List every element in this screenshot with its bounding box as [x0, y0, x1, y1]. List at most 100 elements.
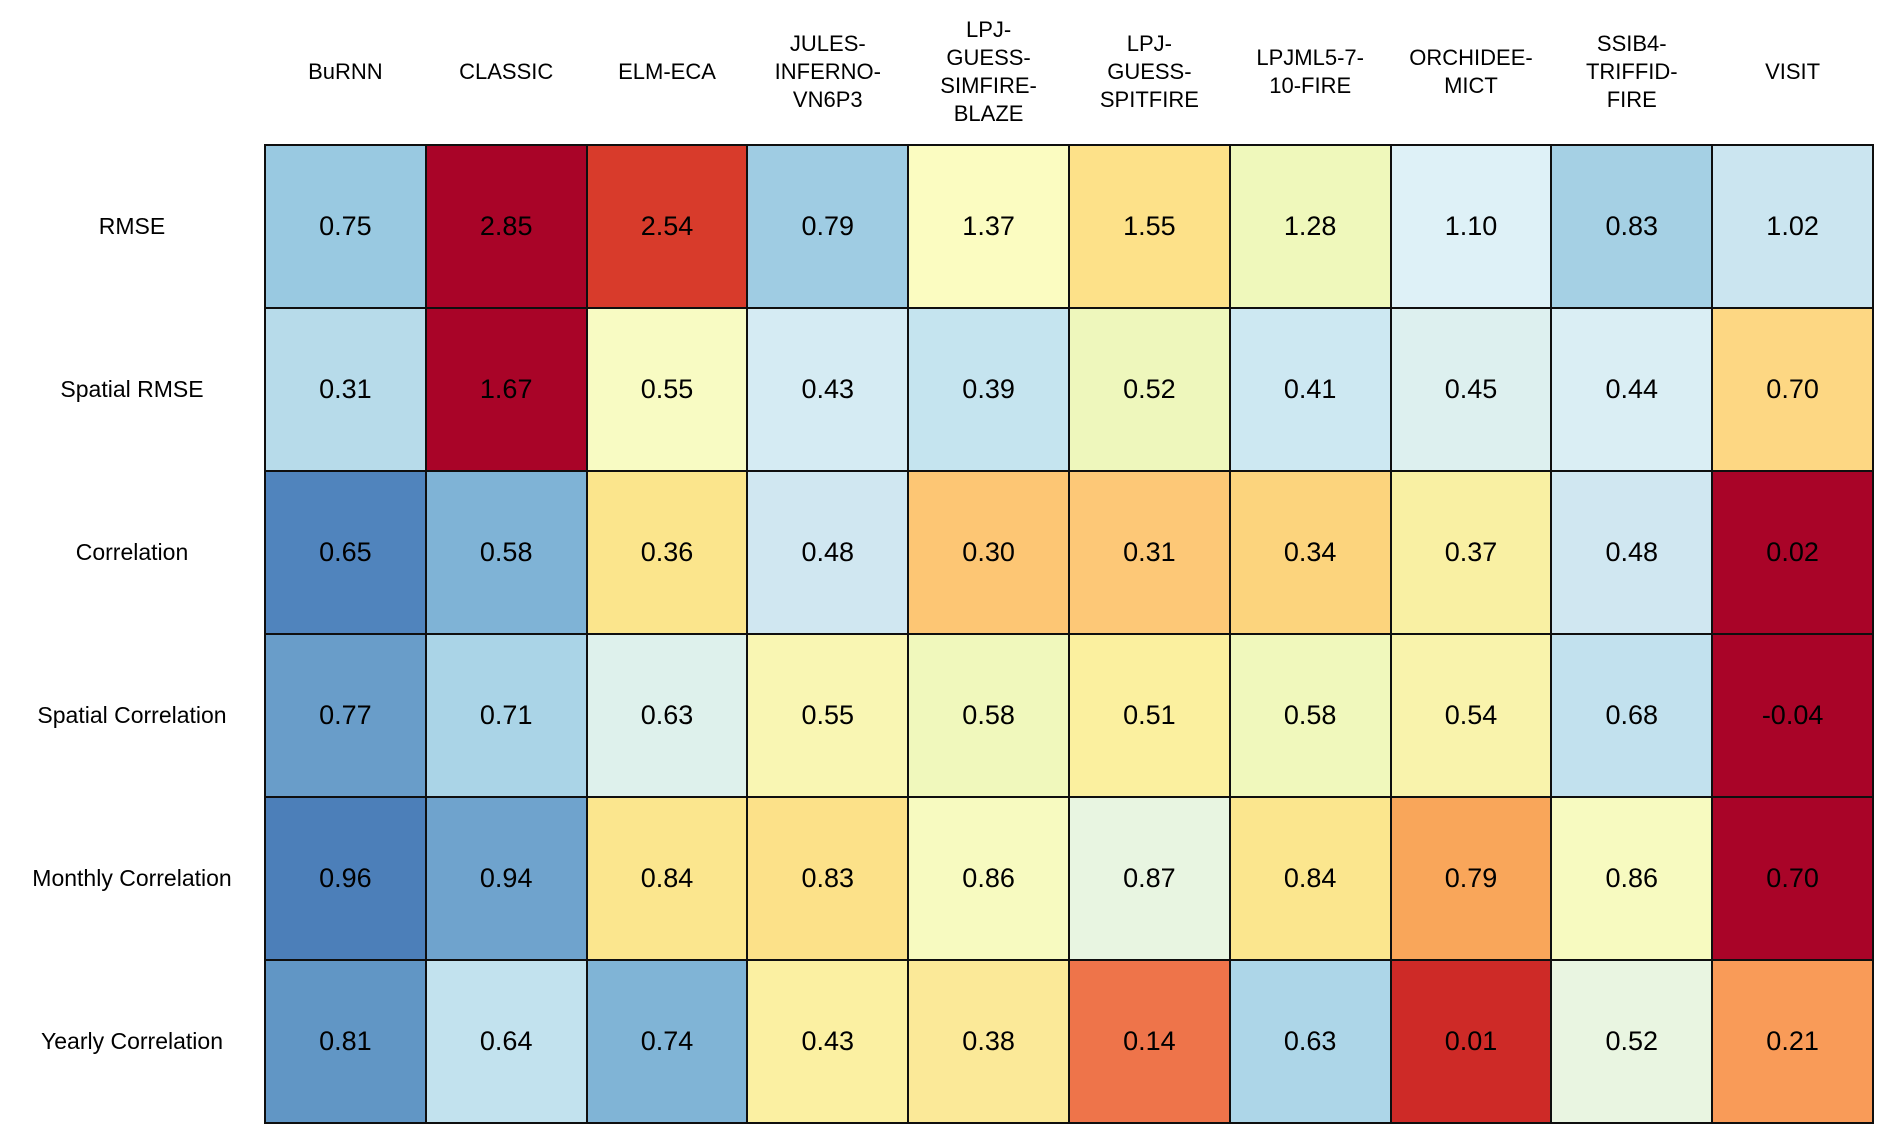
heatmap-cell: 0.14 — [1067, 959, 1231, 1124]
heatmap-cell: 1.28 — [1228, 144, 1392, 309]
column-header-line: SIMFIRE- — [940, 73, 1037, 98]
heatmap-cell: 0.01 — [1389, 959, 1553, 1124]
heatmap-cell: 0.96 — [264, 796, 427, 961]
heatmap-cell: 0.55 — [585, 307, 749, 472]
column-header-line: LPJML5-7- — [1256, 45, 1364, 71]
column-header-line: INFERNO- — [774, 59, 881, 85]
heatmap-cell: 0.31 — [264, 307, 427, 472]
heatmap-cell: 0.87 — [1067, 796, 1231, 961]
column-header-line: CLASSIC — [459, 59, 554, 85]
heatmap-cell: 0.34 — [1228, 470, 1392, 635]
column-header-line: GUESS- — [946, 45, 1031, 71]
heatmap-cell: 0.74 — [585, 959, 749, 1124]
heatmap-cell: -0.04 — [1711, 633, 1874, 798]
column-header-line: GUESS- — [1107, 59, 1192, 85]
column-header-lpj-guess-spitfire: LPJ- GUESS- SPITFIRE — [1068, 0, 1230, 145]
heatmap-cell: 1.55 — [1067, 144, 1231, 309]
heatmap-cell: 0.63 — [1228, 959, 1392, 1124]
heatmap-cell: 0.65 — [264, 470, 427, 635]
heatmap-cell: 0.86 — [1550, 796, 1714, 961]
column-header-visit: VISIT — [1712, 0, 1873, 145]
heatmap-cell: 0.58 — [1228, 633, 1392, 798]
heatmap-cell: 0.75 — [264, 144, 427, 309]
heatmap-cell: 0.63 — [585, 633, 749, 798]
heatmap-cell: 0.43 — [746, 959, 910, 1124]
row-label-correlation: Correlation — [0, 471, 265, 634]
heatmap-cell: 0.58 — [907, 633, 1070, 798]
heatmap-body: RMSE 0.75 2.85 2.54 0.79 1.37 1.55 1.28 1.10 0.83… — [0, 144, 1874, 1124]
heatmap-cell: 0.81 — [264, 959, 427, 1124]
column-header-classic: CLASSIC — [425, 0, 587, 145]
heatmap-cell: 0.43 — [746, 307, 910, 472]
row-label-rmse: RMSE — [0, 145, 265, 308]
heatmap-cell: 0.52 — [1067, 307, 1231, 472]
heatmap-row: Yearly Correlation 0.81 0.64 0.74 0.43 0.38 0.… — [0, 959, 1874, 1124]
column-header-line: LPJ- — [1126, 31, 1172, 57]
heatmap-cell: 0.68 — [1550, 633, 1714, 798]
column-header-orchidee-mict: ORCHIDEE- MICT — [1390, 0, 1552, 145]
heatmap-cell: 0.30 — [907, 470, 1070, 635]
heatmap-row: RMSE 0.75 2.85 2.54 0.79 1.37 1.55 1.28 1.10 0.83… — [0, 144, 1874, 309]
heatmap-cell: 0.55 — [746, 633, 910, 798]
heatmap-cell: 1.10 — [1389, 144, 1553, 309]
column-header-ssib4-triffid-fire: SSIB4- TRIFFID- FIRE — [1551, 0, 1713, 145]
column-header-line: SPITFIRE — [1099, 86, 1199, 112]
row-label-spatial-rmse: Spatial RMSE — [0, 308, 265, 471]
column-header-line: VISIT — [1765, 59, 1821, 85]
heatmap-cell: 0.79 — [746, 144, 910, 309]
column-header-jules-inferno-vn6p3: JULES- INFERNO- VN6P3 — [747, 0, 909, 145]
heatmap-row: Monthly Correlation 0.96 0.94 0.84 0.83 0.86 0… — [0, 796, 1874, 961]
heatmap-cell: 1.67 — [424, 307, 588, 472]
column-header-line: SSIB4- — [1596, 31, 1667, 57]
heatmap-cell: 0.58 — [424, 470, 588, 635]
heatmap-cell: 0.44 — [1550, 307, 1714, 472]
heatmap-header-row: BuRNN CLASSIC ELM-ECA JULES- INFERNO- VN6P3 LP… — [0, 0, 1873, 145]
heatmap-cell: 0.36 — [585, 470, 749, 635]
heatmap-cell: 0.37 — [1389, 470, 1553, 635]
heatmap-cell: 0.52 — [1550, 959, 1714, 1124]
heatmap-cell: 0.48 — [746, 470, 910, 635]
column-header-burnn: BuRNN — [265, 0, 426, 145]
column-header-line: ORCHIDEE- — [1409, 45, 1533, 71]
heatmap-cell: 0.45 — [1389, 307, 1553, 472]
heatmap-cell: 0.70 — [1711, 307, 1874, 472]
column-header-line: LPJ- — [965, 17, 1012, 43]
heatmap-cell: 0.86 — [907, 796, 1070, 961]
heatmap-cell: 0.21 — [1711, 959, 1874, 1124]
heatmap-row: Spatial Correlation 0.77 0.71 0.63 0.55 0.58 0… — [0, 633, 1874, 798]
heatmap-cell: 0.54 — [1389, 633, 1553, 798]
heatmap-cell: 0.38 — [907, 959, 1070, 1124]
heatmap-cell: 0.83 — [1550, 144, 1714, 309]
column-header-line: JULES- — [789, 31, 866, 57]
column-header-line: TRIFFID- — [1585, 59, 1678, 85]
column-header-elm-eca: ELM-ECA — [586, 0, 748, 145]
heatmap-cell: 2.85 — [424, 144, 588, 309]
column-header-line: BLAZE — [953, 100, 1024, 126]
heatmap-cell: 0.94 — [424, 796, 588, 961]
heatmap-cell: 0.48 — [1550, 470, 1714, 635]
heatmap-cell: 0.51 — [1067, 633, 1231, 798]
heatmap-cell: 0.84 — [585, 796, 749, 961]
heatmap-cell: 2.54 — [585, 144, 749, 309]
column-header-line: ELM-ECA — [618, 59, 716, 85]
row-label-yearly-correlation: Yearly Correlation — [0, 960, 265, 1123]
heatmap-row: Spatial RMSE 0.31 1.67 0.55 0.43 0.39 0.52 0.41… — [0, 307, 1874, 472]
heatmap-row: Correlation 0.65 0.58 0.36 0.48 0.30 0.31 0.34 0… — [0, 470, 1874, 635]
column-header-line: FIRE — [1606, 86, 1657, 112]
corner-spacer — [0, 0, 265, 145]
heatmap-cell: 0.64 — [424, 959, 588, 1124]
heatmap-cell: 0.70 — [1711, 796, 1874, 961]
column-header-lpj-guess-simfire-blaze: LPJ- GUESS- SIMFIRE- BLAZE — [908, 0, 1069, 145]
heatmap-cell: 1.02 — [1711, 144, 1874, 309]
heatmap-table: BuRNN CLASSIC ELM-ECA JULES- INFERNO- VN6P3 LP… — [0, 0, 1874, 1124]
heatmap-cell: 0.31 — [1067, 470, 1231, 635]
heatmap-cell: 0.39 — [907, 307, 1070, 472]
row-label-monthly-correlation: Monthly Correlation — [0, 797, 265, 960]
heatmap-cell: 0.84 — [1228, 796, 1392, 961]
heatmap-cell: 0.83 — [746, 796, 910, 961]
heatmap-cell: 0.71 — [424, 633, 588, 798]
row-label-spatial-correlation: Spatial Correlation — [0, 634, 265, 797]
column-header-line: VN6P3 — [792, 86, 863, 112]
heatmap-cell: 1.37 — [907, 144, 1070, 309]
